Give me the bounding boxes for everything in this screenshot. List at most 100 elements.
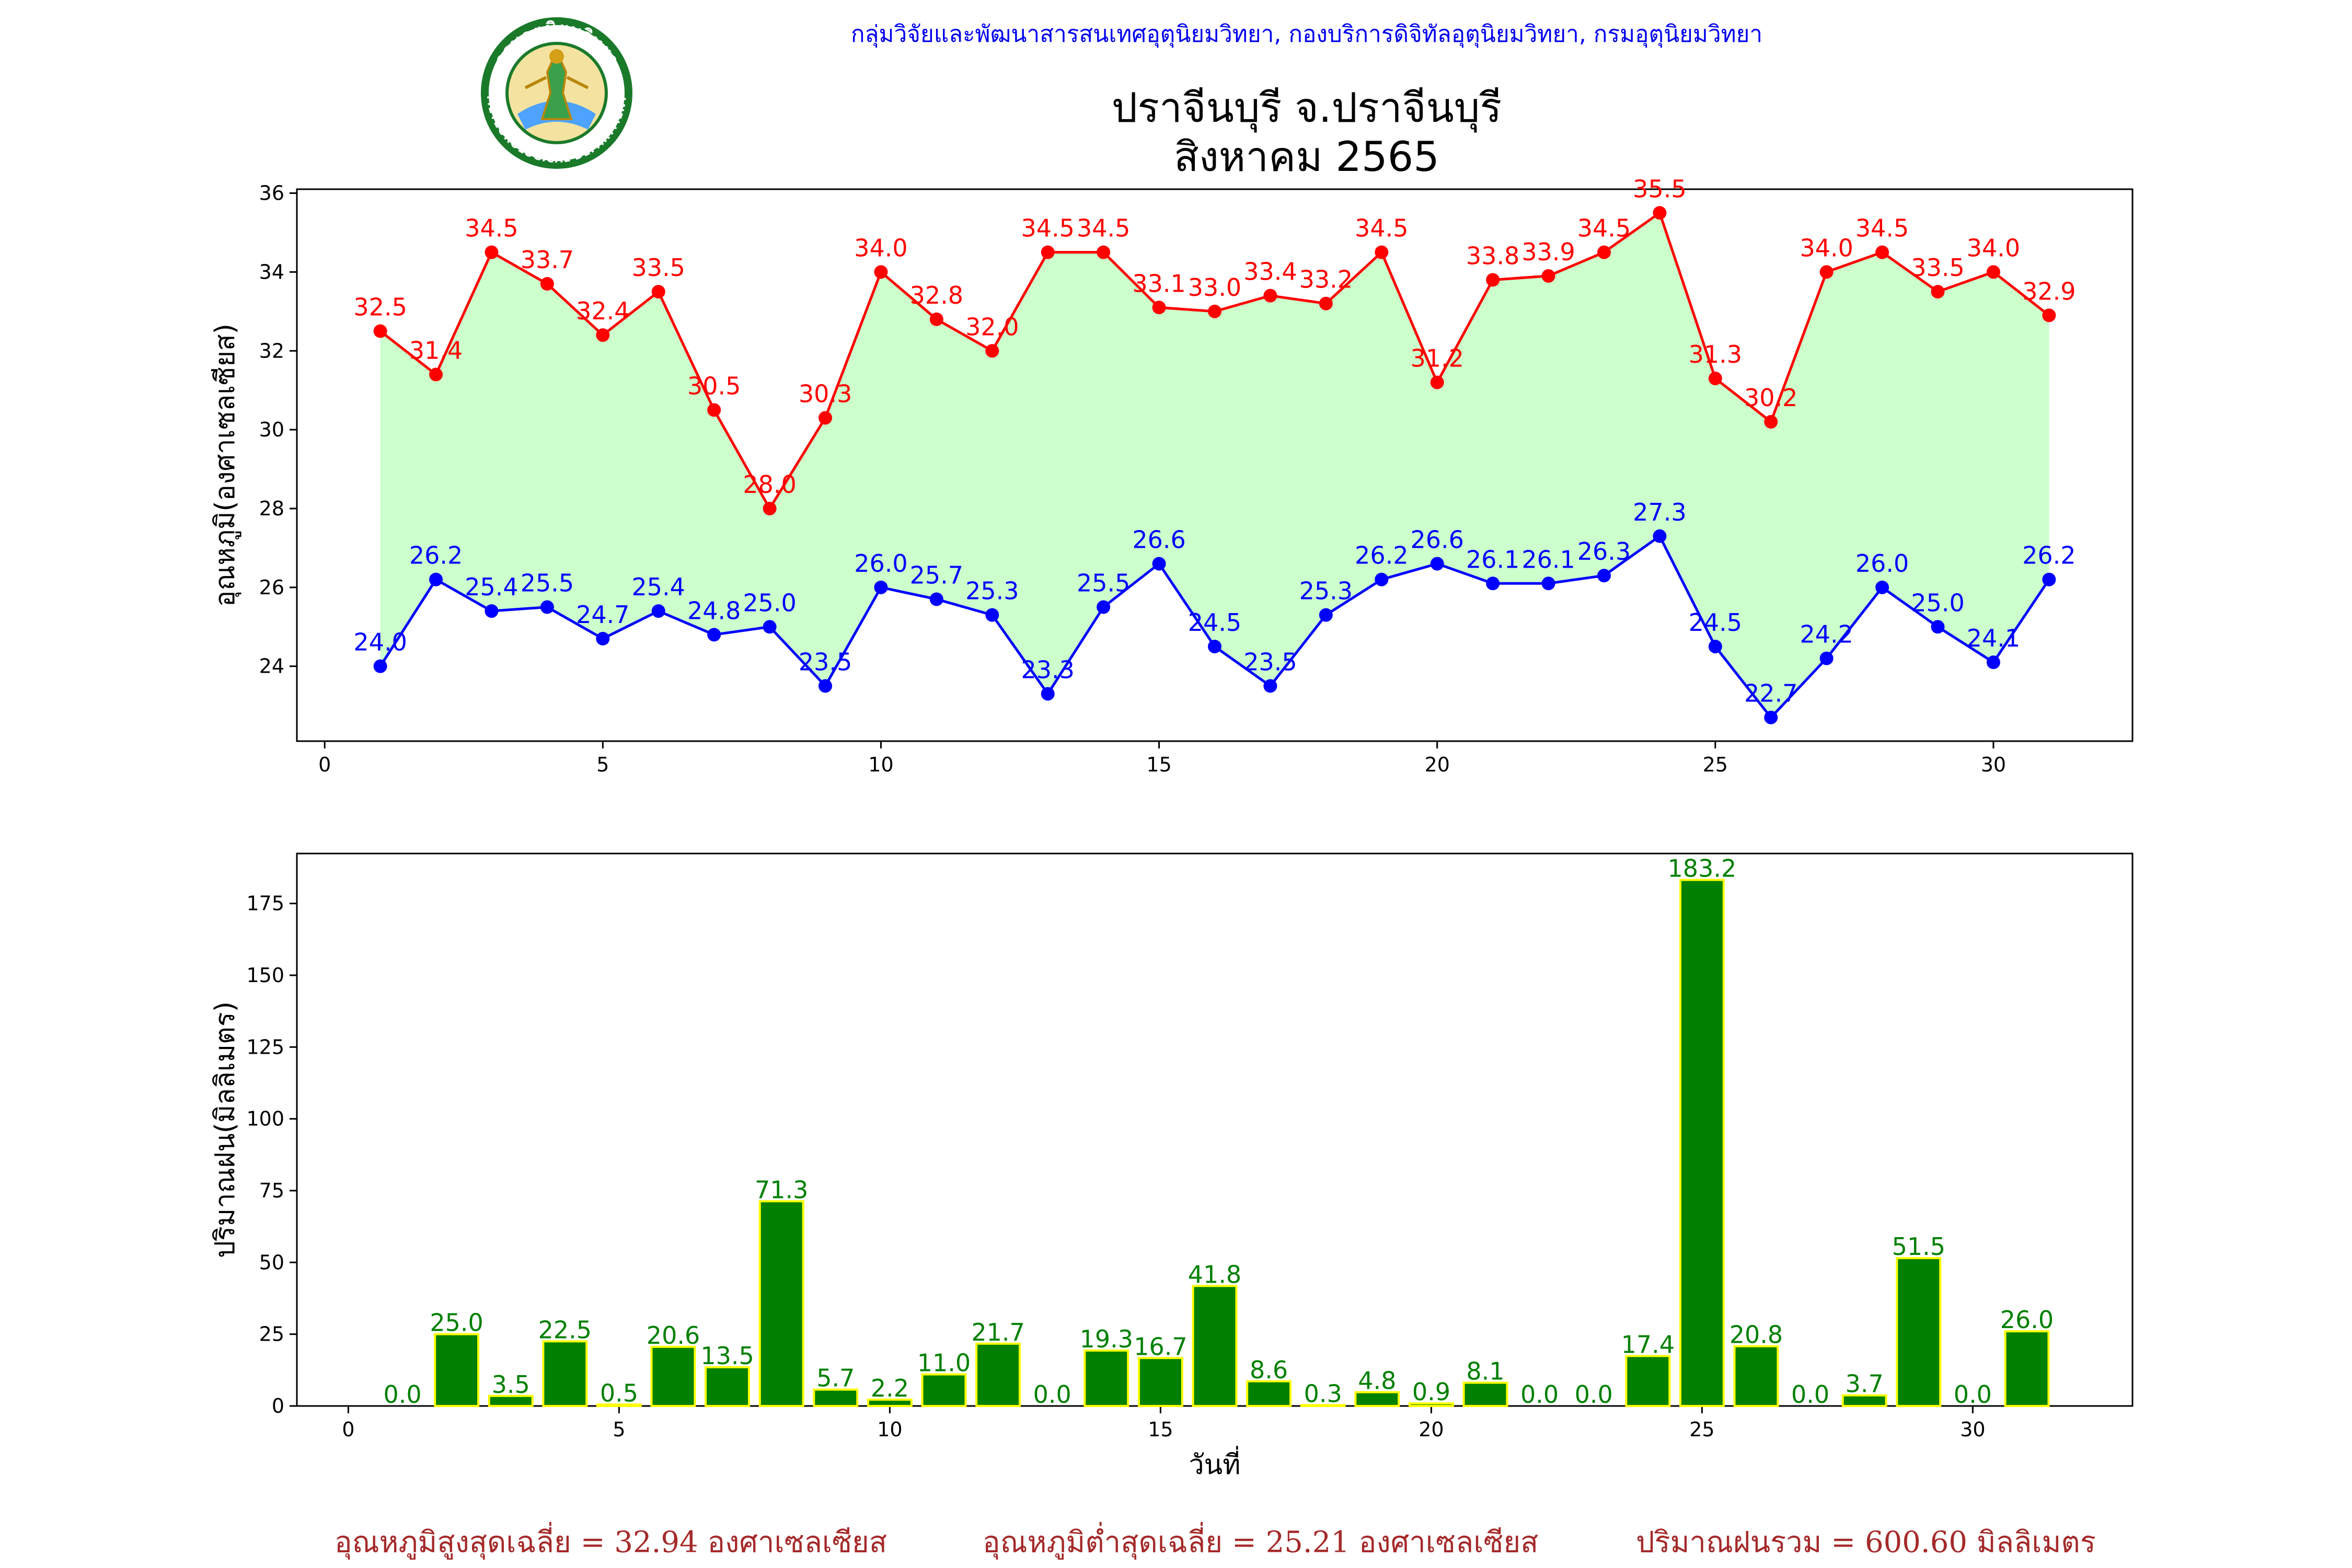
max-temp-point <box>1430 375 1444 389</box>
min-temp-data-label: 22.7 <box>1744 679 1797 708</box>
footer-total-rain: ปริมาณฝนรวม = 600.60 มิลลิเมตร <box>1636 1519 2096 1565</box>
rain-y-tick-label: 0 <box>272 1394 284 1417</box>
max-temp-point <box>651 285 665 299</box>
min-temp-data-label: 24.5 <box>1188 608 1241 637</box>
rain-bar <box>650 1345 696 1407</box>
max-temp-point <box>373 324 387 338</box>
rain-bar <box>488 1394 534 1407</box>
rain-data-label: 4.8 <box>1358 1367 1396 1395</box>
chart-title-station: ปราจีนบุรี จ.ปราจีนบุรี <box>1111 85 1502 132</box>
min-temp-data-label: 24.5 <box>1689 608 1742 637</box>
rain-bar <box>1841 1394 1887 1408</box>
rain-bar <box>1137 1357 1183 1407</box>
rain-bar <box>975 1342 1021 1408</box>
rain-x-tick-label: 30 <box>1960 1418 1985 1441</box>
min-temp-point <box>2042 572 2056 586</box>
min-temp-point <box>1931 620 1945 634</box>
rain-bar <box>1083 1349 1129 1408</box>
min-temp-data-label: 26.0 <box>1855 549 1909 578</box>
footer-avg-min: อุณหภูมิต่ำสุดเฉลี่ย = 25.21 องศาเซลเซีย… <box>983 1519 1538 1565</box>
rain-data-label: 0.0 <box>1520 1380 1559 1409</box>
max-temp-data-label: 32.9 <box>2022 277 2076 305</box>
min-temp-data-label: 24.1 <box>1967 624 2020 652</box>
logo-deity-figure <box>540 49 573 120</box>
footer-avg-min-label: อุณหภูมิต่ำสุดเฉลี่ย = <box>983 1525 1266 1560</box>
rain-y-tick-label: 75 <box>259 1179 284 1202</box>
rain-data-label: 20.6 <box>647 1321 700 1350</box>
max-temp-data-label: 34.0 <box>1967 234 2020 262</box>
min-temp-data-label: 25.4 <box>465 573 518 601</box>
rain-bar <box>758 1200 804 1407</box>
temp-x-tick-label: 15 <box>1146 753 1171 776</box>
min-temp-data-label: 26.0 <box>854 549 907 578</box>
max-temp-point <box>1653 206 1667 220</box>
rain-bar <box>1408 1402 1454 1408</box>
temp-y-tick-label: 28 <box>259 497 284 520</box>
max-temp-data-label: 28.0 <box>743 470 796 499</box>
rain-data-label: 17.4 <box>1621 1330 1675 1358</box>
rain-data-label: 21.7 <box>971 1318 1024 1346</box>
min-temp-point <box>1430 557 1444 571</box>
max-temp-data-label: 32.5 <box>353 293 407 321</box>
rain-data-label: 0.9 <box>1412 1378 1450 1406</box>
rain-x-tick-label: 25 <box>1689 1418 1714 1441</box>
rain-bar <box>596 1403 642 1408</box>
max-temp-point <box>1486 273 1500 287</box>
min-temp-data-label: 23.5 <box>799 648 852 676</box>
min-temp-point <box>874 580 888 594</box>
max-temp-data-label: 34.5 <box>1855 214 1909 243</box>
footer-avg-max: อุณหภูมิสูงสุดเฉลี่ย = 32.94 องศาเซลเซีย… <box>335 1519 887 1565</box>
rain-bar <box>542 1340 588 1408</box>
min-temp-data-label: 26.3 <box>1577 537 1631 566</box>
rain-bar <box>813 1388 859 1407</box>
footer-avg-max-value: 32.94 <box>614 1525 698 1560</box>
max-temp-data-label: 31.4 <box>409 337 463 365</box>
max-temp-point <box>1986 265 2000 279</box>
rain-bar <box>1354 1391 1400 1407</box>
min-temp-data-label: 27.3 <box>1633 498 1686 526</box>
rain-bar <box>1625 1355 1671 1407</box>
min-temp-point <box>1986 655 2000 670</box>
min-temp-point <box>763 620 777 634</box>
max-temp-data-label: 33.2 <box>1299 266 1353 294</box>
max-temp-data-label: 33.5 <box>632 253 685 282</box>
min-temp-point <box>485 604 499 618</box>
min-temp-point <box>707 628 721 642</box>
min-temp-data-label: 24.8 <box>687 596 741 625</box>
temp-x-tick-label: 10 <box>868 753 893 776</box>
max-temp-data-label: 32.8 <box>910 281 963 309</box>
min-temp-point <box>1152 557 1166 571</box>
max-temp-data-label: 32.4 <box>576 297 629 325</box>
max-temp-point <box>874 265 888 279</box>
max-temp-data-label: 34.5 <box>465 214 518 243</box>
min-temp-point <box>1319 608 1333 622</box>
footer-total-rain-label: ปริมาณฝนรวม = <box>1636 1525 1865 1560</box>
min-temp-point <box>1541 577 1555 591</box>
min-temp-data-label: 23.3 <box>1021 655 1075 684</box>
min-temp-point <box>651 604 665 618</box>
footer-avg-max-unit: องศาเซลเซียส <box>698 1525 887 1560</box>
rain-data-label: 22.5 <box>538 1316 592 1344</box>
max-temp-data-label: 33.1 <box>1132 269 1185 297</box>
max-temp-data-label: 33.5 <box>1911 253 1964 282</box>
max-temp-point <box>985 344 999 358</box>
rain-data-label: 19.3 <box>1080 1325 1133 1353</box>
min-temp-data-label: 25.4 <box>632 573 685 601</box>
rain-data-label: 0.0 <box>1954 1380 1992 1409</box>
min-temp-data-label: 26.2 <box>2022 541 2076 570</box>
rain-bar <box>1192 1285 1238 1407</box>
rain-y-tick-label: 50 <box>259 1251 284 1274</box>
max-temp-point <box>1263 289 1277 303</box>
min-temp-data-label: 23.5 <box>1243 648 1297 676</box>
min-temp-data-label: 25.3 <box>965 577 1019 605</box>
logo: กรมอุตุนิยมวิทยา METEOROLOGICAL DEPARTME… <box>481 17 632 169</box>
max-temp-data-label: 35.5 <box>1633 175 1686 203</box>
rain-data-label: 51.5 <box>1892 1232 1945 1261</box>
temp-y-tick-label: 26 <box>259 576 284 599</box>
min-temp-data-label: 25.5 <box>521 569 574 597</box>
max-temp-data-label: 34.0 <box>854 234 907 262</box>
max-temp-point <box>540 277 554 291</box>
max-temp-data-label: 34.5 <box>1021 214 1075 243</box>
rain-data-label: 20.8 <box>1730 1321 1783 1349</box>
rain-bar <box>921 1373 967 1407</box>
